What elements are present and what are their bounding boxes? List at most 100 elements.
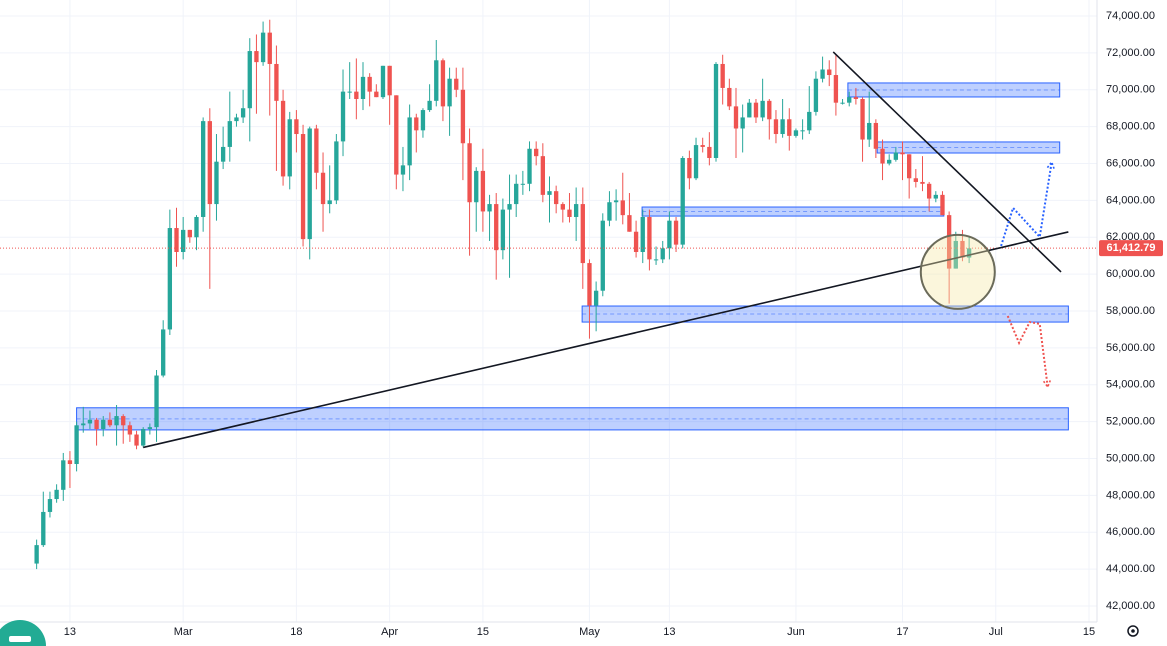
candle-body — [880, 148, 885, 164]
candle-body — [827, 69, 832, 76]
candle-body — [154, 375, 159, 428]
candle-body — [174, 228, 179, 253]
candle-body — [773, 119, 779, 135]
candle-body — [860, 98, 865, 140]
candle-body — [580, 204, 585, 264]
candle-body — [913, 178, 918, 182]
x-tick-label: 15 — [477, 626, 489, 638]
current-price-label: 61,412.79 — [1107, 242, 1156, 254]
candle-body — [234, 117, 239, 122]
candle-body — [840, 102, 845, 104]
candle-body — [280, 100, 286, 177]
candle-body — [340, 91, 346, 142]
x-tick-label: Apr — [381, 626, 398, 638]
candle-body — [627, 215, 632, 232]
candle-body — [254, 51, 259, 63]
candle-body — [347, 91, 352, 93]
candle-body — [267, 32, 272, 64]
candle-body — [853, 97, 859, 99]
candle-body — [380, 65, 386, 98]
candle-body — [300, 134, 306, 240]
candle-body — [354, 91, 359, 99]
candle-body — [434, 60, 439, 101]
candle-body — [553, 191, 559, 205]
candle-body — [800, 130, 805, 132]
candle-body — [101, 419, 106, 429]
candle-body — [94, 419, 99, 429]
candle-body — [680, 157, 685, 245]
candle-body — [394, 95, 399, 175]
logo-bar[interactable] — [9, 636, 31, 642]
candle-body — [147, 427, 153, 429]
candle-body — [454, 78, 459, 90]
candle-body — [920, 181, 925, 184]
candle-body — [207, 121, 212, 205]
candle-body — [593, 290, 599, 306]
candle-body — [61, 460, 66, 490]
grid-layer — [0, 0, 1097, 622]
x-tick-label: Mar — [174, 626, 193, 638]
candle-body — [161, 329, 166, 376]
candle-body — [647, 216, 652, 260]
candle-body — [400, 165, 406, 175]
candle-body — [467, 143, 472, 203]
logo-badge[interactable] — [0, 620, 46, 646]
candle-body — [187, 229, 192, 238]
candle-body — [760, 100, 765, 118]
y-tick-label: 44,000.00 — [1106, 563, 1155, 575]
candle-body — [81, 423, 86, 426]
y-tick-label: 42,000.00 — [1106, 600, 1155, 612]
candle-body — [54, 489, 59, 500]
candle-body — [107, 419, 113, 426]
candle-body — [940, 194, 945, 216]
projection-path — [1000, 161, 1053, 247]
settings-dot[interactable] — [1131, 629, 1135, 633]
zones-layer — [76, 82, 1069, 431]
candle-body — [327, 200, 332, 205]
candle-body — [314, 128, 319, 173]
settings-button[interactable] — [1127, 625, 1139, 637]
candle-body — [427, 100, 432, 111]
settings-ring[interactable] — [1127, 625, 1139, 637]
candle-body — [740, 117, 745, 129]
candle-body — [560, 204, 565, 210]
candle-body — [847, 97, 852, 103]
x-tick-label: 13 — [64, 626, 76, 638]
candle-body — [320, 172, 326, 205]
candle-body — [294, 119, 299, 135]
candle-body — [34, 545, 39, 564]
candle-body — [220, 146, 226, 162]
candle-body — [900, 152, 905, 155]
candle-body — [620, 200, 625, 216]
candle-body — [813, 78, 819, 112]
candle-body — [793, 130, 799, 136]
x-tick-label: 17 — [896, 626, 908, 638]
candle-body — [747, 102, 752, 118]
candle-body — [727, 87, 732, 107]
candle-body — [41, 511, 46, 546]
candle-body — [274, 63, 279, 101]
candle-body — [673, 220, 679, 245]
candle-body — [687, 157, 692, 179]
candle-body — [693, 145, 699, 179]
candle-body — [307, 128, 312, 240]
candle-body — [181, 229, 186, 253]
x-tick-label: Jun — [787, 626, 805, 638]
candle-body — [374, 91, 379, 98]
y-tick-label: 60,000.00 — [1106, 268, 1155, 280]
current-price-badge — [1099, 240, 1163, 257]
candle-body — [334, 141, 339, 201]
lines-layer — [0, 51, 1097, 449]
candle-body — [420, 110, 426, 131]
candle-body — [926, 183, 932, 199]
x-tick-label: 15 — [1083, 626, 1095, 638]
candle-body — [127, 425, 133, 435]
candle-body — [67, 460, 73, 465]
candle-body — [667, 220, 672, 249]
candle-body — [247, 51, 252, 109]
candle-body — [540, 156, 546, 195]
candle-body — [200, 121, 206, 217]
trendline — [832, 51, 1062, 273]
candle-body — [653, 259, 659, 261]
